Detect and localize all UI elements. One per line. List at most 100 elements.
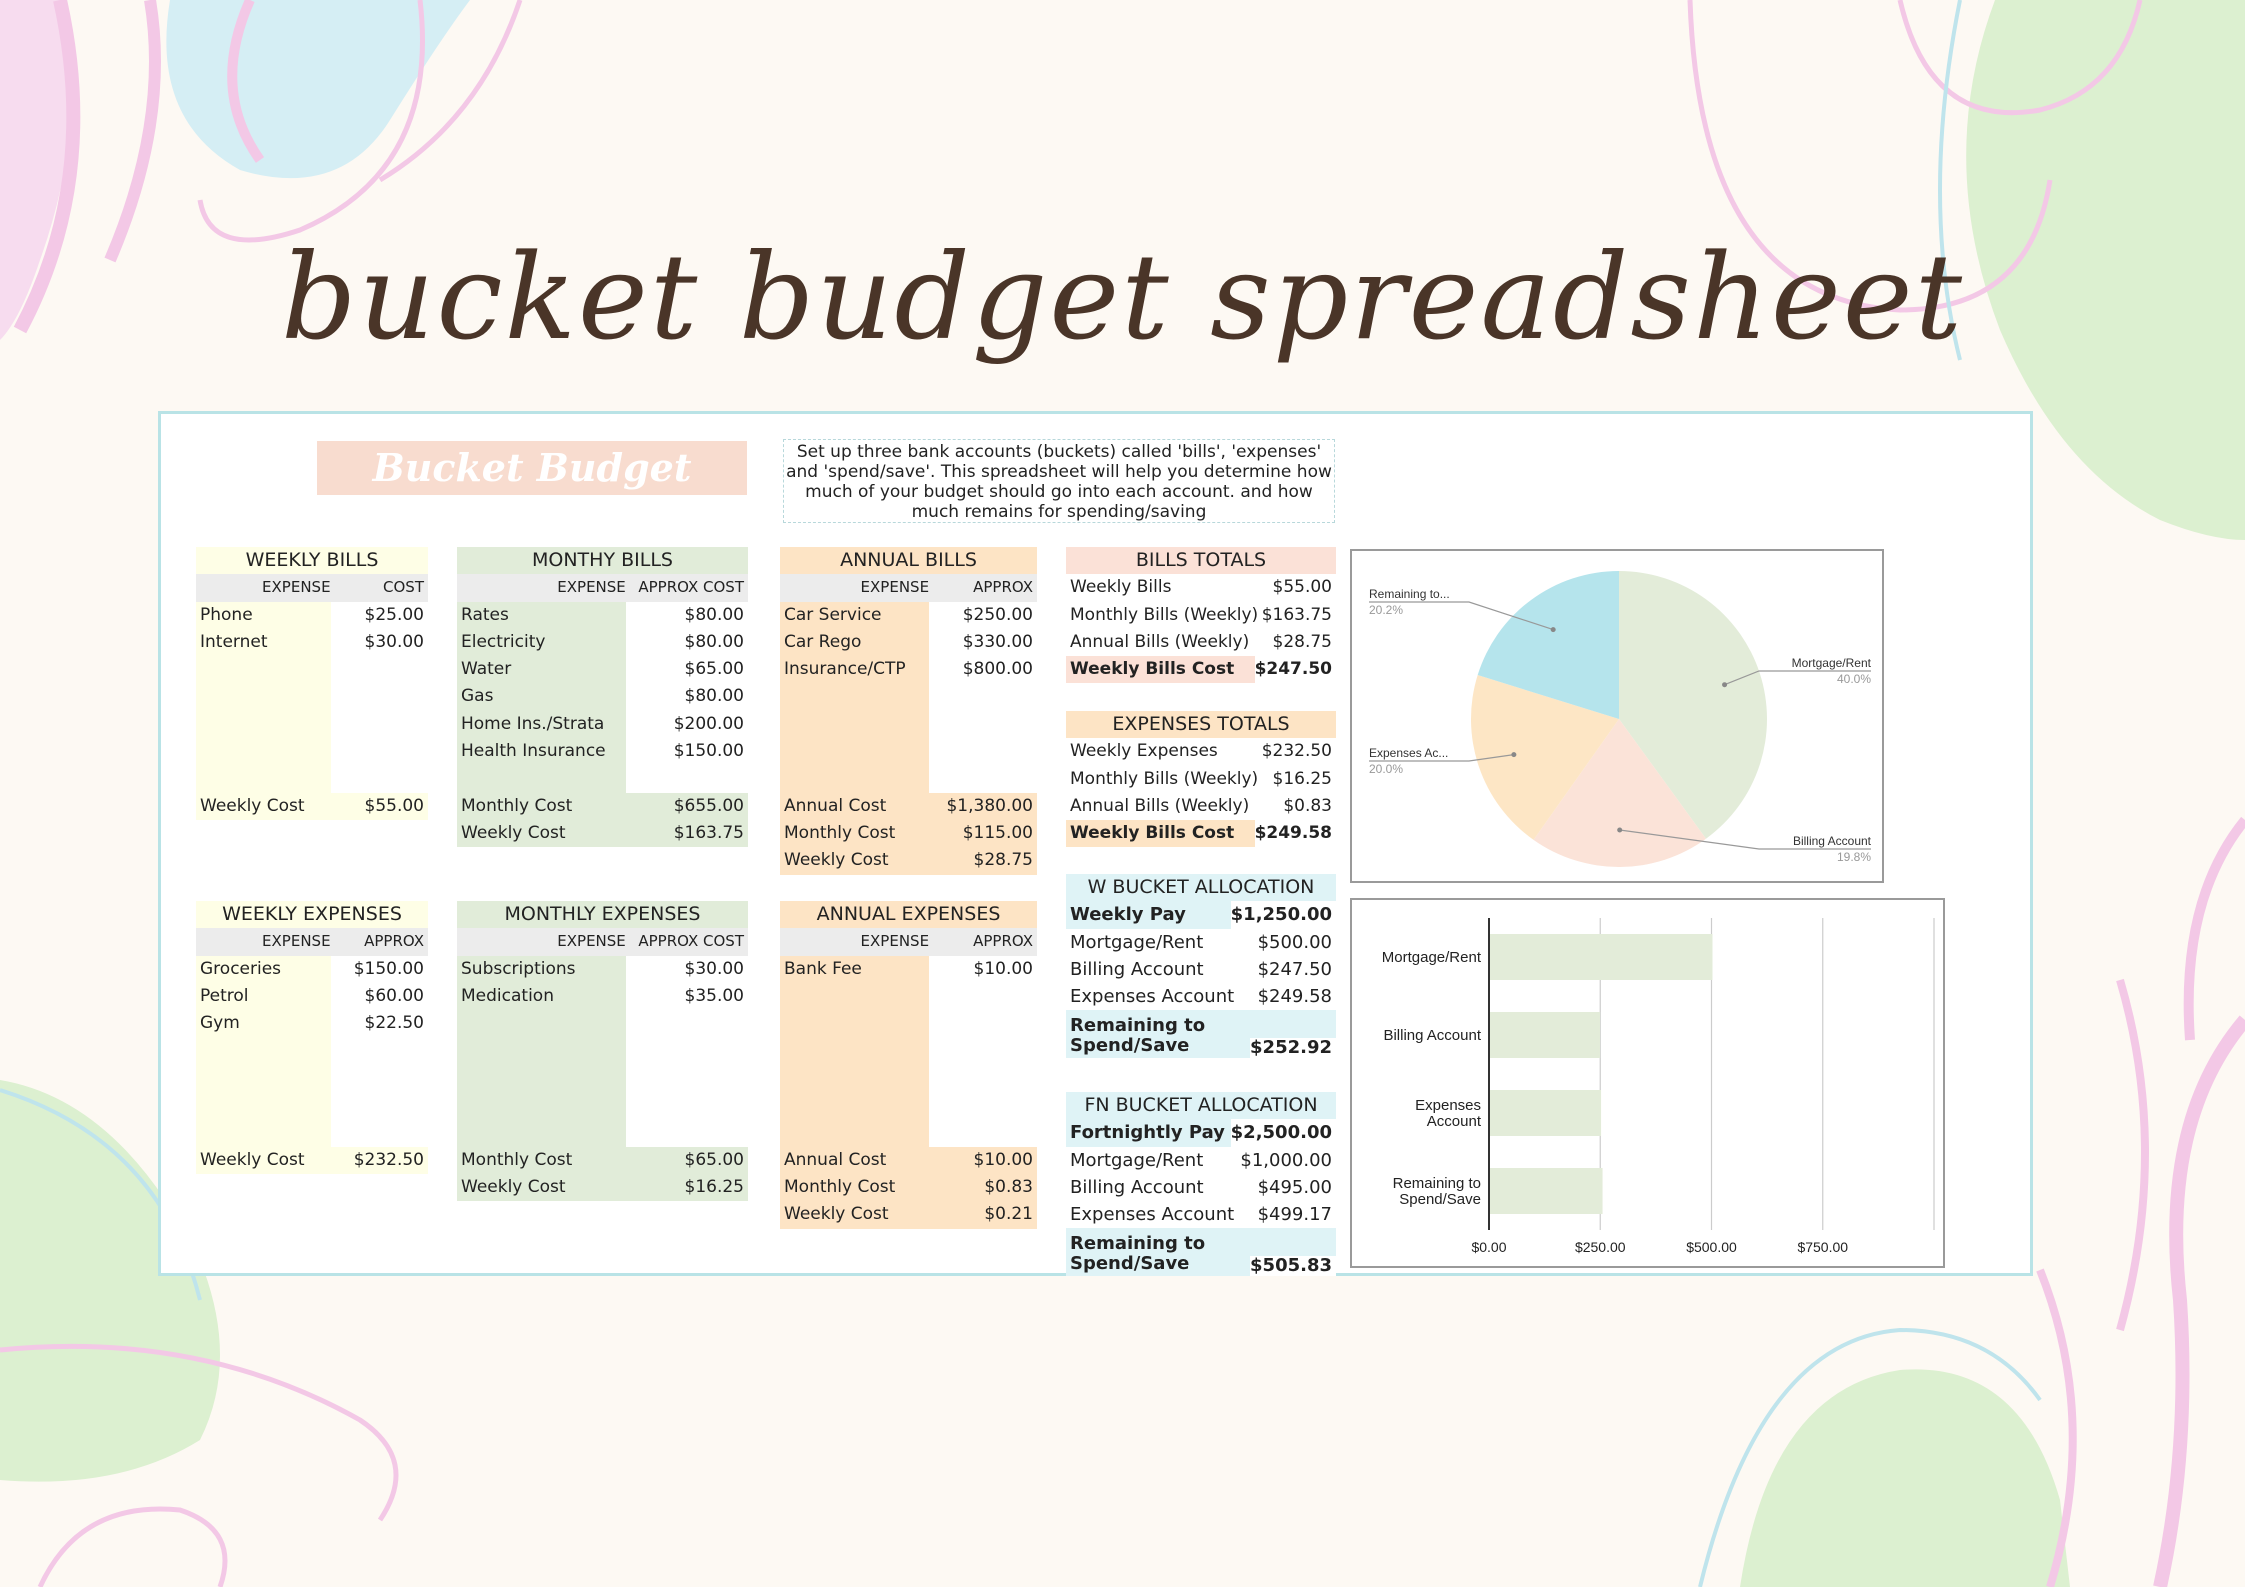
- table-row: [780, 1092, 1037, 1120]
- table-row: [196, 1037, 428, 1065]
- totals-row: Weekly Bills $55.00: [1066, 574, 1336, 602]
- column-header-row: EXPENSE APPROX COST: [780, 574, 1037, 624]
- expense-cost: $10.00: [929, 955, 1037, 983]
- summary-label: Annual Cost: [784, 795, 887, 816]
- table-row: [780, 683, 1037, 711]
- expense-name: [196, 738, 331, 766]
- summary-value: $28.75: [973, 850, 1033, 871]
- summary-value: $65.00: [684, 1149, 744, 1170]
- y-category-label: Remaining to: [1393, 1175, 1481, 1192]
- allocation-value: $1,000.00: [1240, 1146, 1336, 1174]
- bar: [1490, 1090, 1602, 1136]
- summary-row: Weekly Cost $28.75: [780, 847, 1037, 875]
- allocation-title: FN BUCKET ALLOCATION: [1084, 1094, 1318, 1116]
- table-row: Groceries $150.00: [196, 955, 428, 983]
- expense-name: [780, 982, 930, 1011]
- allocation-row: Mortgage/Rent $1,000.00: [1066, 1146, 1336, 1174]
- column-header-row: EXPENSE APPROX COST: [196, 928, 428, 978]
- expense-cost: $30.00: [330, 628, 428, 657]
- totals-label: Weekly Bills: [1070, 577, 1172, 598]
- totals-row: Monthly Bills (Weekly) $16.25: [1066, 765, 1336, 793]
- expense-name: [780, 738, 930, 766]
- pie-leader-dot: [1722, 682, 1728, 688]
- totals-row: Weekly Expenses $232.50: [1066, 738, 1336, 766]
- totals-row: Annual Bills (Weekly) $0.83: [1066, 792, 1336, 821]
- expense-cost: $800.00: [929, 656, 1037, 684]
- column-header-row: EXPENSE APPROX COST: [780, 928, 1037, 978]
- column-header-cost: APPROX COST: [638, 578, 744, 597]
- remaining-label-line1: Remaining to: [1070, 1015, 1206, 1037]
- remaining-label: Remaining to Spend/Save: [1066, 1234, 1250, 1276]
- bar: [1490, 934, 1713, 980]
- table-row: Home Ins./Strata $200.00: [457, 710, 748, 739]
- summary-row: Annual Cost $10.00: [780, 1146, 1037, 1174]
- summary-value: $655.00: [673, 795, 744, 816]
- expense-name: Groceries: [196, 955, 331, 983]
- pie-leader-dot: [1617, 827, 1623, 833]
- table-row: Medication $35.00: [457, 982, 748, 1011]
- summary-value: $115.00: [962, 822, 1033, 843]
- w-bucket-allocation-table: W BUCKET ALLOCATION Weekly Pay $1,250.00 Mo…: [1066, 874, 1336, 1059]
- table-row: [196, 1064, 428, 1093]
- remaining-label-line2: Spend/Save: [1070, 1035, 1190, 1057]
- expense-name: [196, 1092, 331, 1120]
- pie-chart: Mortgage/Rent 40.0% Billing Account 19.8% Ex…: [1350, 549, 1884, 883]
- table-row: [457, 765, 748, 793]
- totals-row: Monthly Bills (Weekly) $163.75: [1066, 601, 1336, 629]
- table-row: Gym $22.50: [196, 1010, 428, 1038]
- table-row: [196, 738, 428, 766]
- summary-value: $0.21: [984, 1204, 1033, 1225]
- summary-label: Monthly Cost: [784, 822, 896, 843]
- totals-value: $0.83: [1283, 792, 1336, 821]
- expense-name: [780, 710, 930, 739]
- allocation-value: $499.17: [1257, 1201, 1336, 1229]
- allocation-value: $2,500.00: [1230, 1119, 1336, 1147]
- expense-name: [196, 1119, 331, 1147]
- monthly-expenses-table: MONTHLY EXPENSES EXPENSE APPROX COST Subscr…: [457, 901, 748, 1202]
- bar: [1490, 1168, 1603, 1214]
- bills-totals-table: BILLS TOTALS Weekly Bills $55.00 Monthly Bi…: [1066, 547, 1336, 684]
- table-row: Rates $80.00: [457, 601, 748, 629]
- table-row: [780, 1010, 1037, 1038]
- spreadsheet: Bucket Budget Set up three bank accounts…: [158, 411, 2033, 1277]
- totals-total-value: $247.50: [1254, 656, 1336, 684]
- remaining-row: Remaining to Spend/Save $505.83: [1066, 1228, 1336, 1277]
- expense-name: [196, 683, 331, 711]
- summary-value: $16.25: [684, 1176, 744, 1197]
- x-tick-label: $500.00: [1686, 1239, 1737, 1255]
- table-row: Car Service $250.00: [780, 601, 1037, 629]
- expense-cost: $80.00: [625, 601, 748, 629]
- totals-title: BILLS TOTALS: [1066, 547, 1336, 575]
- pie-leader-line: [1369, 754, 1514, 762]
- remaining-value: $505.83: [1250, 1256, 1336, 1277]
- summary-row: Monthly Cost $0.83: [780, 1173, 1037, 1202]
- pie-slice-label: Mortgage/Rent: [1792, 656, 1872, 670]
- totals-label: Monthly Bills (Weekly): [1070, 604, 1259, 625]
- expense-cost: [330, 1037, 428, 1065]
- expense-cost: [330, 738, 428, 766]
- expense-name: [196, 1037, 331, 1065]
- pie-slice-label: Billing Account: [1793, 834, 1872, 848]
- x-tick-label: $750.00: [1797, 1239, 1848, 1255]
- totals-label: Annual Bills (Weekly): [1070, 795, 1250, 816]
- allocation-value: $1,250.00: [1230, 901, 1336, 929]
- table-row: [196, 710, 428, 739]
- summary-label: Weekly Cost: [784, 1204, 889, 1225]
- column-header-cost: APPROX COST: [638, 932, 744, 951]
- totals-label: Weekly Expenses: [1070, 741, 1218, 762]
- table-row: Phone $25.00: [196, 601, 428, 629]
- expense-name: Phone: [196, 601, 331, 629]
- totals-value: $232.50: [1261, 738, 1336, 766]
- expense-cost: $35.00: [625, 982, 748, 1011]
- bucket-budget-logo: Bucket Budget: [317, 441, 747, 495]
- totals-value: $16.25: [1272, 765, 1336, 793]
- expense-name: Medication: [457, 982, 626, 1011]
- pie-slice: [1619, 571, 1767, 839]
- expense-name: [780, 1037, 930, 1065]
- summary-label: Weekly Cost: [784, 850, 889, 871]
- expense-name: [196, 765, 331, 793]
- expense-name: [780, 1092, 930, 1120]
- expense-name: Gym: [196, 1010, 331, 1038]
- expense-name: Insurance/CTP: [780, 656, 930, 684]
